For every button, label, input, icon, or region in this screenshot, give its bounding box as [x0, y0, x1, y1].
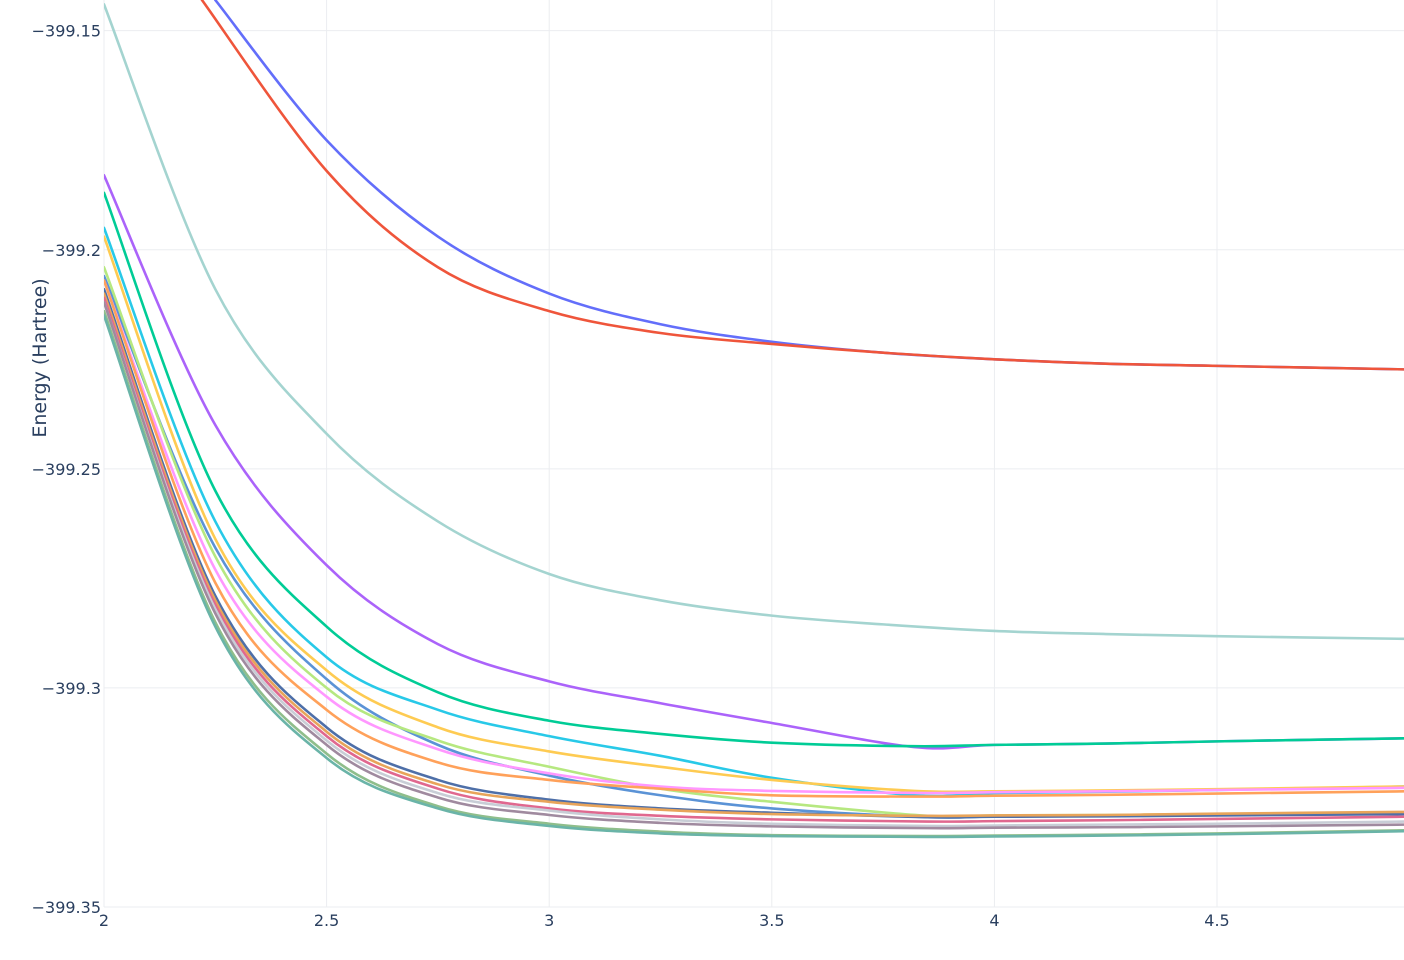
x-tick-label: 4.5 [1204, 911, 1229, 930]
series-line-1[interactable] [214, 0, 1404, 371]
series-lines [104, 0, 1404, 839]
series-line-14[interactable] [104, 296, 1404, 823]
series-line-4[interactable] [104, 173, 1404, 750]
y-tick-label: −399.3 [42, 679, 101, 698]
y-tick-label: −399.35 [32, 898, 101, 917]
series-line-3[interactable] [104, 3, 1404, 641]
y-tick-label: −399.15 [32, 22, 101, 41]
gridlines [103, 0, 1404, 908]
y-axis-title: Energy (Hartree) [29, 278, 51, 437]
x-tick-label: 2 [99, 911, 109, 930]
series-line-11[interactable] [104, 279, 1404, 798]
series-line-12[interactable] [104, 287, 1404, 819]
series-line-10[interactable] [104, 279, 1404, 795]
series-line-18[interactable] [104, 314, 1404, 839]
x-tick-label: 3.5 [759, 911, 784, 930]
y-axis-ticks: −399.35 −399.3 −399.25 −399.2 −399.15 [32, 22, 101, 917]
x-axis-ticks: 2 2.5 3 3.5 4 4.5 [99, 911, 1230, 930]
series-line-2[interactable] [200, 0, 1404, 371]
series-line-13[interactable] [104, 292, 1404, 818]
x-tick-label: 4 [989, 911, 999, 930]
x-tick-label: 3 [544, 911, 554, 930]
series-line-17[interactable] [104, 309, 1404, 838]
series-line-5[interactable] [104, 191, 1404, 748]
x-tick-label: 2.5 [314, 911, 339, 930]
y-tick-label: −399.25 [32, 460, 101, 479]
series-line-16[interactable] [104, 301, 1404, 830]
y-tick-label: −399.2 [42, 241, 101, 260]
series-line-6[interactable] [104, 226, 1404, 798]
series-line-15[interactable] [104, 301, 1404, 828]
